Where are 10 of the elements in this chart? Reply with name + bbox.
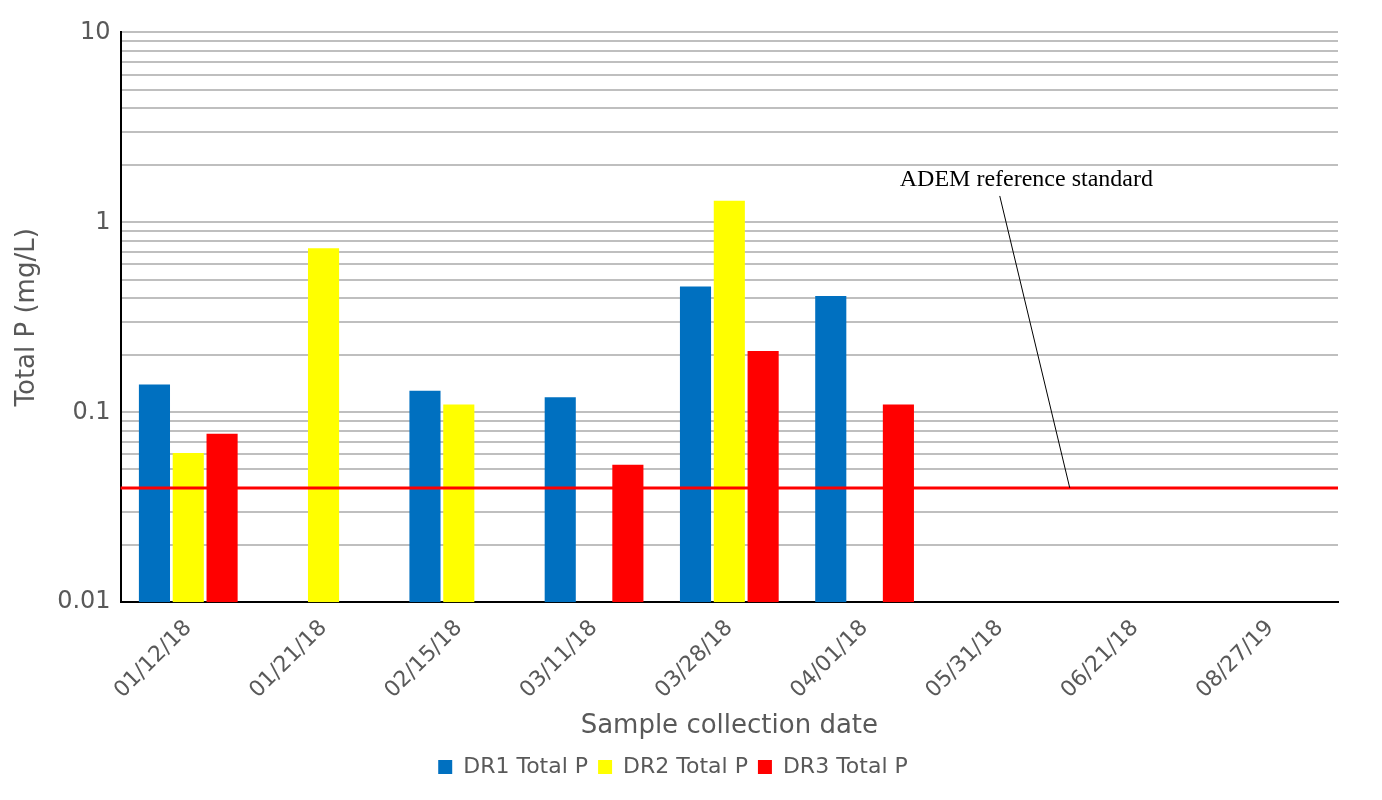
y-axis-title: Total P (mg/L) (10, 228, 41, 408)
y-tick-label: 1 (95, 206, 111, 235)
y-tick-label: 10 (80, 16, 111, 45)
x-axis-title: Sample collection date (580, 709, 879, 740)
y-tick-label: 0.1 (72, 396, 111, 425)
legend-label: DR2 Total P (623, 752, 748, 778)
legend-label: DR1 Total P (463, 752, 589, 778)
y-tick-label: 0.01 (57, 586, 111, 615)
legend-label: DR3 Total P (782, 752, 908, 778)
ref-line-label: ADEM reference standard (899, 165, 1153, 192)
